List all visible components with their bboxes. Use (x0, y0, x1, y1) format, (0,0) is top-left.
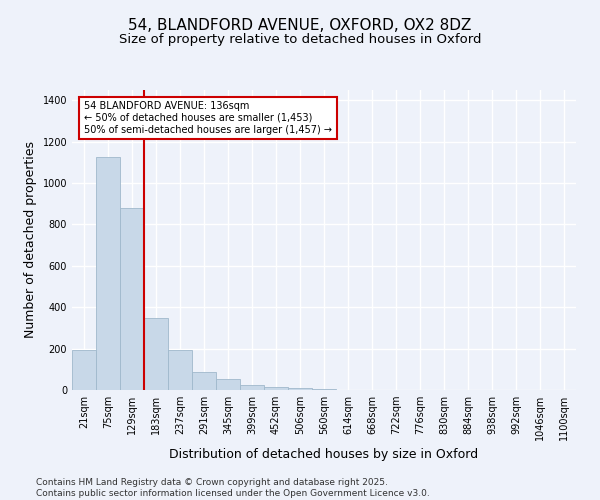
Bar (216, 378, 240, 390)
Bar (288, 388, 312, 390)
Bar (96, 157, 120, 390)
Bar (72, 350, 96, 390)
Bar (168, 350, 192, 390)
Text: Size of property relative to detached houses in Oxford: Size of property relative to detached ho… (119, 32, 481, 46)
Bar (192, 372, 216, 390)
X-axis label: Distribution of detached houses by size in Oxford: Distribution of detached houses by size … (169, 448, 479, 462)
Text: Contains HM Land Registry data © Crown copyright and database right 2025.
Contai: Contains HM Land Registry data © Crown c… (36, 478, 430, 498)
Y-axis label: Number of detached properties: Number of detached properties (24, 142, 37, 338)
Bar (120, 208, 144, 390)
Text: 54 BLANDFORD AVENUE: 136sqm
← 50% of detached houses are smaller (1,453)
50% of : 54 BLANDFORD AVENUE: 136sqm ← 50% of det… (84, 102, 332, 134)
Bar (144, 318, 168, 390)
Text: 54, BLANDFORD AVENUE, OXFORD, OX2 8DZ: 54, BLANDFORD AVENUE, OXFORD, OX2 8DZ (128, 18, 472, 32)
Bar (264, 387, 288, 390)
Bar (240, 386, 264, 390)
Bar (312, 389, 336, 390)
